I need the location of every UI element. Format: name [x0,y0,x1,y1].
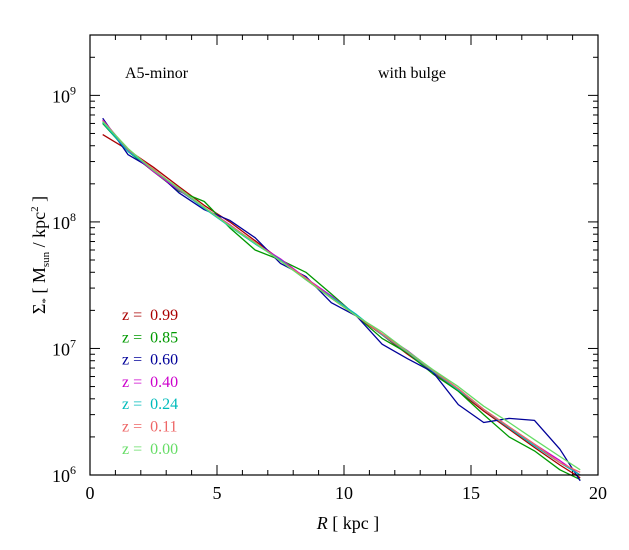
annotation-right: with bulge [378,65,446,82]
legend-entry: z = 0.11 [122,419,178,436]
legend-entry: z = 0.60 [122,352,178,369]
y-axis-label-close: ] [29,196,49,207]
y-axis-label-sup-2: 2 [29,206,41,212]
x-axis-label: R [ kpc ] [316,513,379,533]
annotation-left: A5-minor [125,65,189,82]
y-tick-label: 108 [52,210,76,233]
y-axis-label-sub-sun: sun [40,251,52,267]
axis-ticks [89,34,599,476]
y-axis-label-open: [ M [29,267,49,298]
plot-frame [89,34,599,476]
x-tick-label: 0 [86,483,95,503]
legend-entry: z = 0.40 [122,374,178,391]
legend-entry: z = 0.00 [122,441,178,458]
x-tick-label: 15 [462,483,480,503]
x-tick-labels: 0 5 10 15 20 [86,483,608,503]
y-axis-label-sigma: Σ [29,304,49,314]
series-lines [102,117,581,482]
y-tick-label: 106 [52,463,76,486]
y-tick-label: 109 [52,83,76,106]
x-tick-label: 20 [589,483,607,503]
x-axis-label-unit: [ kpc ] [328,513,379,533]
legend-entry: z = 0.99 [122,307,178,324]
legend-entry: z = 0.24 [122,396,178,413]
y-tick-labels: 106 107 108 109 [52,83,76,486]
y-axis-label: Σ* [ Msun / kpc2 ] [29,196,52,314]
y-axis-label-sub-star: * [40,298,52,304]
x-axis-label-var: R [316,513,328,533]
x-tick-label: 10 [335,483,353,503]
series-line-6 [102,121,581,471]
legend-entry: z = 0.85 [122,329,178,346]
x-tick-label: 5 [213,483,222,503]
y-tick-label: 107 [52,336,76,359]
y-axis-label-mid: / kpc [29,212,49,252]
legend: z = 0.99 z = 0.85 z = 0.60 z = 0.40 z = 0.24… [122,307,178,458]
